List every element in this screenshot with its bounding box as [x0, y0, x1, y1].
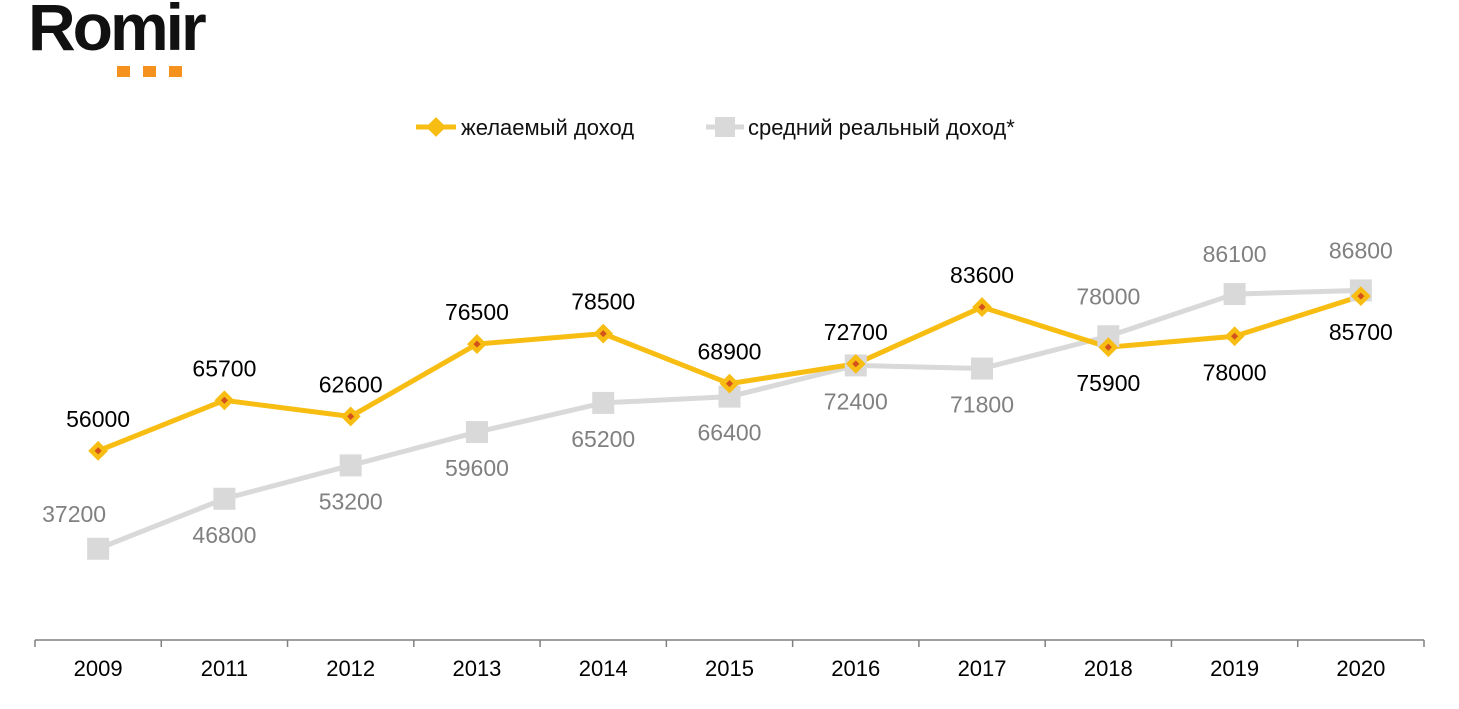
x-tick-label: 2016: [831, 656, 880, 681]
x-tick-label: 2018: [1084, 656, 1133, 681]
x-tick-label: 2014: [579, 656, 628, 681]
logo-text: Romir: [28, 0, 207, 64]
diamond-marker-center: [473, 340, 481, 348]
data-label: 76500: [445, 299, 509, 325]
data-label: 59600: [445, 455, 509, 481]
data-label: 86800: [1329, 237, 1393, 263]
logo-dot: [169, 66, 182, 77]
diamond-marker-center: [725, 380, 734, 388]
x-tick-label: 2012: [326, 656, 375, 681]
legend-item-average-real-income: средний реальный доход*: [706, 115, 1015, 140]
data-label: 53200: [319, 488, 383, 514]
logo-dot: [143, 66, 156, 77]
x-tick-label: 2009: [74, 656, 123, 681]
chart-legend: желаемый доход средний реальный доход*: [416, 115, 1015, 140]
x-tick-label: 2015: [705, 656, 754, 681]
legend-label-average-real-income: средний реальный доход*: [748, 115, 1015, 140]
data-label: 75900: [1076, 370, 1140, 396]
data-label: 83600: [950, 262, 1014, 288]
data-label: 78000: [1076, 283, 1140, 309]
x-tick-label: 2013: [452, 656, 501, 681]
data-label: 68900: [698, 339, 762, 365]
diamond-marker-center: [852, 360, 860, 368]
diamond-marker-center: [599, 330, 607, 338]
data-label: 66400: [698, 420, 762, 446]
square-marker: [339, 454, 362, 477]
data-label: 78500: [571, 289, 635, 315]
square-marker: [1097, 325, 1120, 348]
x-axis: 2009 2011 2012 2013 2014 2015 2016 2017 2018 2019…: [34, 639, 1425, 681]
romir-logo: Romir: [28, 0, 238, 82]
data-label: 62600: [319, 371, 383, 397]
data-label: 72700: [824, 319, 888, 345]
diamond-marker-center: [220, 396, 228, 404]
square-marker: [718, 385, 741, 408]
legend-label-desired-income: желаемый доход: [461, 115, 634, 140]
data-label: 78000: [1203, 359, 1267, 385]
diamond-marker-center: [347, 412, 355, 420]
diamond-marker-center: [978, 303, 986, 311]
x-tick-label: 2020: [1336, 656, 1385, 681]
square-marker: [971, 357, 994, 380]
square-marker: [592, 391, 615, 414]
data-label: 56000: [66, 406, 130, 432]
data-label: 46800: [192, 522, 256, 548]
x-tick-label: 2019: [1210, 656, 1259, 681]
data-label: 72400: [824, 388, 888, 414]
data-label: 85700: [1329, 319, 1393, 345]
diamond-marker-center: [94, 447, 102, 455]
x-tick-label: 2017: [958, 656, 1007, 681]
data-label: 65700: [192, 355, 256, 381]
legend-item-desired-income: желаемый доход: [416, 115, 634, 140]
series-layer: 56000 65700 62600 76500 78500 68900 72700 83600…: [42, 237, 1393, 560]
square-marker: [1223, 283, 1246, 306]
square-marker: [87, 537, 110, 560]
square-marker: [213, 487, 236, 510]
square-marker: [465, 421, 488, 444]
data-label: 71800: [950, 392, 1014, 418]
x-tick-label: 2011: [201, 656, 248, 681]
data-label: 65200: [571, 426, 635, 452]
data-label: 86100: [1203, 241, 1267, 267]
data-label: 37200: [42, 501, 106, 527]
logo-dot: [117, 66, 130, 77]
